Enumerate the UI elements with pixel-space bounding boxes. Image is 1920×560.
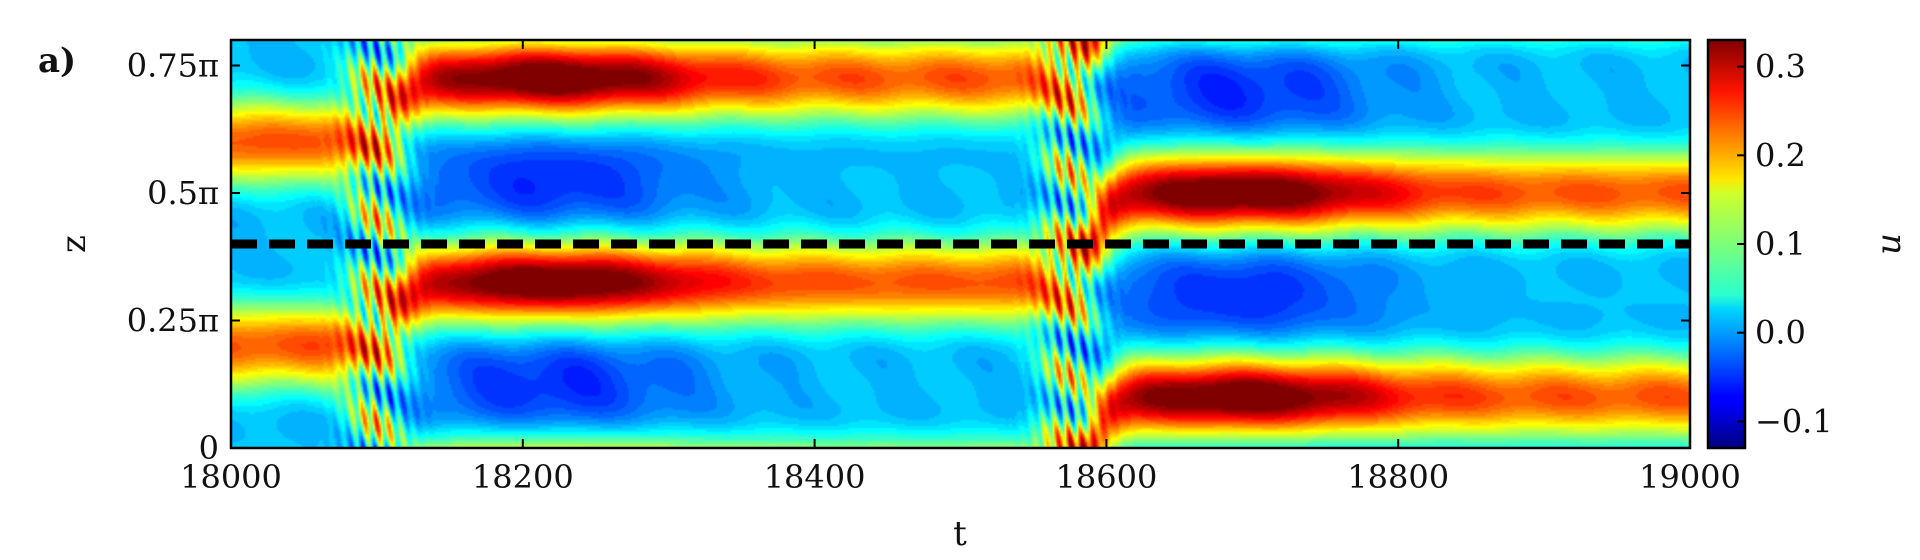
y-tick-label: 0.5π	[147, 174, 219, 212]
x-tick-label: 18000	[180, 458, 282, 496]
x-tick-label: 18600	[1056, 458, 1158, 496]
y-tick-label: 0.25π	[127, 302, 219, 340]
panel-label: a)	[38, 41, 76, 81]
y-tick-label: 0	[199, 429, 219, 467]
y-tick-label: 0.75π	[127, 47, 219, 85]
plot-frame	[229, 38, 1692, 450]
colorbar-ticks: −0.1 0.0 0.1 0.2 0.3	[1737, 48, 1833, 440]
colorbar: −0.1 0.0 0.1 0.2 0.3 u	[1706, 38, 1909, 450]
x-axis-label: t	[953, 514, 967, 554]
colorbar-tick-label: 0.1	[1755, 225, 1806, 263]
y-axis: 0 0.25π 0.5π 0.75π	[127, 47, 1690, 467]
colorbar-tick-label: 0.2	[1755, 136, 1806, 174]
x-tick-label: 18800	[1347, 458, 1449, 496]
x-tick-label: 19000	[1639, 458, 1741, 496]
colorbar-label: u	[1869, 233, 1909, 255]
x-tick-label: 18200	[472, 458, 574, 496]
y-axis-label: z	[54, 235, 94, 253]
x-axis: 18000 18200 18400 18600 18800 19000	[180, 40, 1741, 496]
colorbar-tick-label: −0.1	[1755, 402, 1833, 440]
x-tick-label: 18400	[764, 458, 866, 496]
colorbar-tick-label: 0.3	[1755, 48, 1806, 86]
colorbar-tick-label: 0.0	[1755, 314, 1806, 352]
